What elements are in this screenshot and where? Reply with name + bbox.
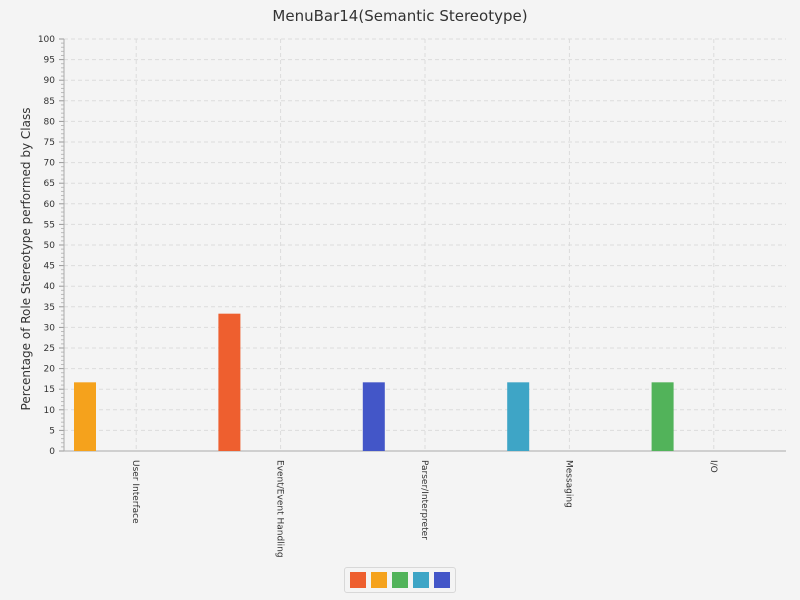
bar-5 — [651, 382, 674, 451]
y-tick-label: 10 — [44, 406, 56, 416]
y-tick-label: 20 — [44, 365, 56, 375]
y-tick-label: 60 — [44, 200, 56, 210]
x-category-label: I/O — [708, 460, 718, 473]
legend-swatch-2 — [371, 572, 387, 588]
legend — [344, 567, 456, 593]
y-tick-label: 95 — [44, 56, 55, 66]
bar-4 — [507, 382, 530, 451]
y-tick-label: 0 — [49, 447, 55, 457]
legend-swatch-1 — [350, 572, 366, 588]
y-tick-label: 5 — [49, 426, 55, 436]
y-tick-label: 40 — [44, 282, 56, 292]
bar-2 — [218, 313, 241, 451]
chart-title: MenuBar14(Semantic Stereotype) — [272, 7, 528, 25]
y-tick-label: 100 — [38, 35, 55, 45]
y-tick-label: 90 — [44, 76, 56, 86]
y-tick-label: 50 — [44, 241, 56, 251]
x-category-label: Parser/Interpreter — [419, 460, 429, 540]
legend-swatch-5 — [434, 572, 450, 588]
x-category-label: Messaging — [563, 460, 573, 508]
y-tick-label: 15 — [44, 385, 55, 395]
y-tick-label: 85 — [44, 97, 55, 107]
bar-1 — [74, 382, 96, 451]
y-tick-label: 75 — [44, 138, 55, 148]
y-tick-label: 80 — [44, 117, 56, 127]
y-tick-label: 35 — [44, 303, 55, 313]
legend-swatch-3 — [392, 572, 408, 588]
bar-3 — [362, 382, 385, 451]
y-tick-label: 30 — [44, 323, 56, 333]
x-category-label: User Interface — [130, 460, 140, 524]
y-tick-label: 65 — [44, 179, 55, 189]
y-tick-label: 25 — [44, 344, 55, 354]
y-tick-label: 70 — [44, 159, 56, 169]
y-tick-label: 45 — [44, 262, 55, 272]
legend-swatch-4 — [413, 572, 429, 588]
y-tick-label: 55 — [44, 220, 55, 230]
x-category-label: Event/Event Handling — [275, 460, 285, 558]
